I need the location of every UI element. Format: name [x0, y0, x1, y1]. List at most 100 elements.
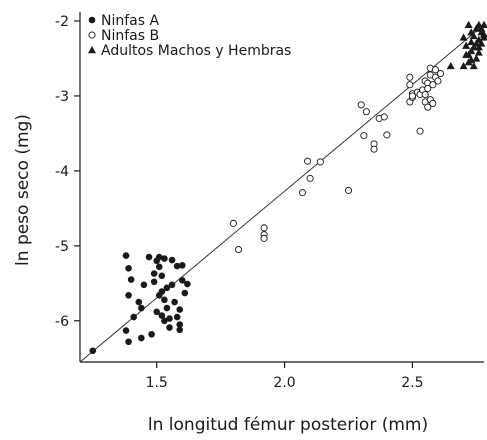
data-point	[153, 308, 161, 316]
data-point	[469, 61, 478, 70]
data-point	[344, 186, 353, 194]
data-point	[380, 113, 388, 121]
data-point	[155, 253, 163, 261]
data-point	[429, 99, 437, 107]
data-point	[125, 265, 132, 272]
data-point	[421, 90, 429, 98]
data-point	[168, 281, 176, 289]
data-point	[184, 280, 191, 288]
data-point	[298, 189, 307, 197]
data-point	[357, 101, 365, 109]
y-tick-label: -5	[55, 239, 69, 255]
data-point	[474, 48, 483, 56]
data-point	[469, 43, 478, 51]
data-point	[467, 37, 476, 46]
data-point	[416, 127, 424, 135]
data-point	[176, 321, 184, 328]
data-point	[161, 255, 168, 262]
data-point	[316, 158, 324, 166]
data-point	[155, 263, 163, 271]
data-point	[138, 334, 145, 342]
data-point	[469, 31, 478, 40]
data-point	[171, 298, 178, 306]
data-point	[163, 284, 171, 292]
data-point	[138, 304, 145, 312]
data-point	[148, 330, 155, 338]
data-point	[472, 54, 481, 62]
data-point	[234, 246, 243, 254]
data-point	[464, 20, 473, 28]
data-point	[434, 77, 442, 85]
legend-label: Ninfas B	[101, 28, 159, 44]
data-point	[480, 20, 487, 28]
data-point	[176, 306, 184, 313]
data-point	[127, 276, 135, 283]
data-point	[181, 289, 189, 297]
data-point	[178, 262, 186, 269]
data-point	[166, 324, 173, 331]
series-1	[89, 252, 191, 355]
data-point	[424, 84, 432, 92]
data-point	[406, 81, 414, 89]
data-point	[158, 288, 166, 295]
data-point	[150, 278, 158, 286]
data-point	[459, 61, 468, 70]
data-point	[472, 24, 481, 32]
legend-label: Ninfas A	[101, 13, 159, 29]
regression-line-group	[79, 24, 485, 363]
data-point	[431, 66, 439, 74]
data-point	[260, 224, 268, 232]
data-point	[406, 73, 414, 81]
x-tick-label: 2.5	[401, 375, 423, 391]
y-axis-label: ln peso seco (mg)	[13, 114, 33, 266]
legend-marker	[88, 16, 96, 24]
data-point	[176, 326, 184, 334]
series-2	[229, 64, 445, 254]
data-point	[168, 256, 176, 264]
data-point	[362, 108, 370, 116]
data-point	[145, 253, 153, 261]
legend-marker	[88, 31, 96, 39]
data-point	[158, 272, 166, 280]
data-point	[122, 327, 130, 334]
x-axis-label: ln longitud fémur posterior (mm)	[148, 415, 428, 435]
data-point	[436, 69, 445, 78]
data-point	[161, 296, 168, 304]
data-point	[462, 50, 471, 58]
data-point	[89, 347, 97, 355]
data-point	[467, 55, 476, 64]
data-point	[408, 92, 416, 100]
data-point	[125, 338, 132, 346]
data-point	[459, 33, 468, 41]
data-point	[462, 41, 471, 49]
data-point	[158, 312, 166, 319]
y-tick-label: -6	[55, 314, 69, 330]
data-point	[173, 313, 181, 321]
data-point	[229, 219, 237, 227]
data-point	[370, 145, 378, 153]
x-tick-label: 2.0	[273, 375, 295, 391]
data-point	[446, 61, 455, 70]
x-tick-label: 1.5	[146, 375, 168, 391]
y-tick-label: -4	[55, 164, 69, 180]
y-tick-label: -2	[55, 14, 69, 30]
data-point	[429, 81, 437, 89]
data-point	[150, 270, 158, 277]
data-point	[173, 262, 181, 270]
plot-frame	[79, 12, 484, 363]
data-point	[480, 33, 487, 41]
data-point	[477, 24, 486, 32]
data-point	[474, 43, 483, 51]
data-point	[260, 234, 268, 242]
data-point	[130, 313, 137, 321]
data-point	[122, 252, 130, 259]
series-3	[446, 20, 487, 70]
legend-marker	[88, 46, 96, 54]
data-point	[161, 317, 168, 325]
data-point	[166, 315, 173, 322]
data-point	[424, 103, 432, 111]
y-tick-label: -3	[55, 89, 69, 105]
data-point	[477, 39, 486, 47]
